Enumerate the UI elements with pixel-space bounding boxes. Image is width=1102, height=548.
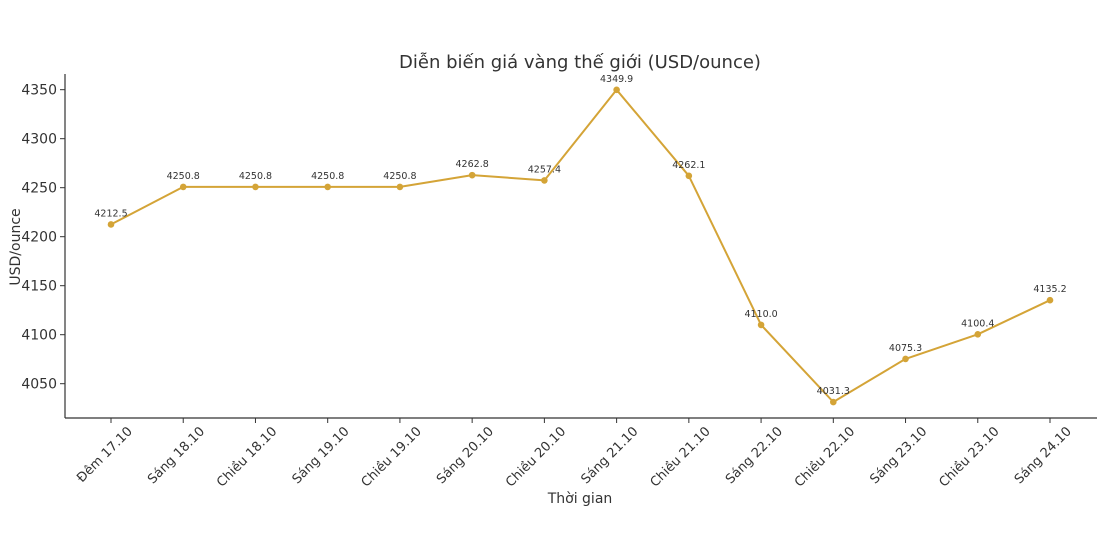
data-label: 4250.8: [239, 171, 272, 182]
y-axis-label: USD/ounce: [8, 208, 24, 285]
data-label: 4262.1: [672, 160, 705, 171]
x-tick-label: Sáng 18.10: [145, 424, 208, 487]
x-tick-label: Sáng 22.10: [723, 424, 786, 487]
data-point: [974, 331, 982, 338]
y-tick-label: 4100: [21, 328, 57, 344]
data-label: 4110.0: [744, 309, 777, 320]
data-label: 4250.8: [311, 171, 344, 182]
data-point: [541, 177, 548, 184]
x-ticks: Đêm 17.10 Sáng 18.10 Chiều 18.10 Sáng 19.10…: [74, 418, 1075, 490]
x-tick-label: Chiều 19.10: [359, 424, 425, 490]
data-label: 4262.8: [456, 159, 489, 170]
x-tick-label: Chiều 20.10: [503, 424, 569, 490]
data-label: 4257.4: [528, 164, 561, 175]
data-label: 4349.9: [600, 74, 633, 85]
data-point: [252, 183, 259, 191]
data-point: [107, 221, 115, 228]
data-point: [613, 86, 620, 94]
data-label: 4250.8: [167, 171, 200, 182]
y-tick-label: 4050: [21, 377, 57, 393]
data-point: [179, 183, 187, 191]
data-point: [1046, 296, 1054, 304]
chart-title: Diễn biến giá vàng thế giới (USD/ounce): [399, 52, 761, 73]
x-tick-label: Sáng 23.10: [867, 424, 930, 487]
data-point: [396, 183, 404, 191]
x-axis-label: Thời gian: [547, 491, 613, 507]
data-point: [757, 321, 765, 329]
x-tick-label: Chiều 21.10: [648, 424, 714, 490]
x-tick-label: Chiều 22.10: [792, 424, 858, 490]
x-tick-label: Chiều 18.10: [214, 424, 280, 490]
x-tick-label: Đêm 17.10: [74, 424, 136, 486]
data-label: 4135.2: [1033, 284, 1066, 295]
data-label: 4075.3: [889, 343, 922, 354]
y-tick-label: 4150: [21, 279, 57, 295]
y-tick-label: 4250: [21, 181, 57, 197]
data-point: [468, 171, 476, 179]
y-ticks: 4050 4100 4150 4200 4250 4300 4350: [21, 83, 65, 393]
series-line: [110, 88, 1051, 403]
data-point: [830, 398, 837, 406]
series-group: 4212.5 4250.8 4250.8 4250.8 4250.8 4262.8 4257…: [94, 74, 1067, 406]
y-tick-label: 4300: [21, 132, 57, 148]
x-tick-label: Sáng 20.10: [434, 424, 497, 487]
y-tick-label: 4350: [21, 83, 57, 99]
data-label: 4250.8: [383, 171, 416, 182]
x-tick-label: Chiều 23.10: [936, 424, 1002, 490]
data-label: 4100.4: [961, 318, 994, 329]
data-point: [685, 172, 693, 180]
y-tick-label: 4200: [21, 230, 57, 246]
data-label: 4031.3: [817, 386, 850, 397]
data-point: [902, 355, 909, 363]
x-tick-label: Sáng 24.10: [1012, 424, 1075, 487]
data-point: [324, 183, 331, 191]
x-tick-label: Sáng 19.10: [290, 424, 353, 487]
x-tick-label: Sáng 21.10: [578, 424, 641, 487]
data-label: 4212.5: [94, 208, 127, 219]
